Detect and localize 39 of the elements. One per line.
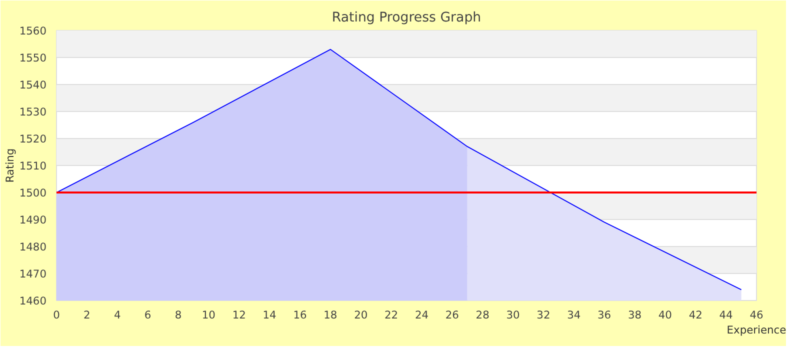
x-tick-label: 36: [598, 308, 612, 322]
x-tick-label: 28: [476, 308, 490, 322]
x-tick-label: 30: [506, 308, 520, 322]
x-tick-label: 18: [324, 308, 338, 322]
y-tick-label: 1510: [19, 160, 47, 172]
x-tick-label: 20: [354, 308, 368, 322]
line-series: [56, 48, 742, 290]
x-tick-label: 32: [536, 308, 550, 322]
x-tick-label: 14: [262, 308, 277, 322]
x-tick-label: 24: [414, 308, 429, 322]
x-tick-label: 0: [53, 308, 60, 322]
y-tick-label: 1530: [19, 106, 47, 118]
x-tick-label: 4: [114, 308, 121, 322]
y-tick-label: 1540: [19, 78, 47, 92]
x-tick-label: 12: [232, 308, 246, 322]
y-tick-label: 1470: [19, 268, 47, 280]
x-tick-label: 42: [688, 308, 702, 322]
x-tick-label: 40: [658, 308, 672, 322]
x-tick-label: 2: [84, 308, 90, 322]
y-tick-label: 1480: [19, 240, 47, 254]
x-tick-label: 44: [719, 308, 734, 322]
x-tick-label: 46: [750, 308, 764, 322]
x-tick-label: 22: [384, 308, 398, 322]
x-tick-label: 16: [293, 308, 307, 322]
x-tick-label: 34: [567, 308, 581, 322]
y-tick-label: 1500: [19, 186, 47, 200]
x-tick-label: 10: [202, 308, 216, 322]
chart-title: Rating Progress Graph: [332, 10, 482, 26]
y-tick-label: 1560: [19, 24, 47, 38]
x-tick-label: 6: [144, 308, 152, 322]
x-axis-title: Experience: [726, 324, 786, 336]
x-tick-label: 38: [628, 308, 642, 322]
y-tick-label: 1460: [19, 294, 47, 308]
y-tick-label: 1550: [19, 52, 47, 64]
y-tick-label: 1520: [19, 132, 47, 146]
x-tick-label: 8: [174, 308, 182, 322]
y-tick-label: 1490: [19, 214, 47, 226]
y-axis-title: Rating: [3, 148, 16, 183]
x-tick-label: 26: [445, 308, 460, 322]
